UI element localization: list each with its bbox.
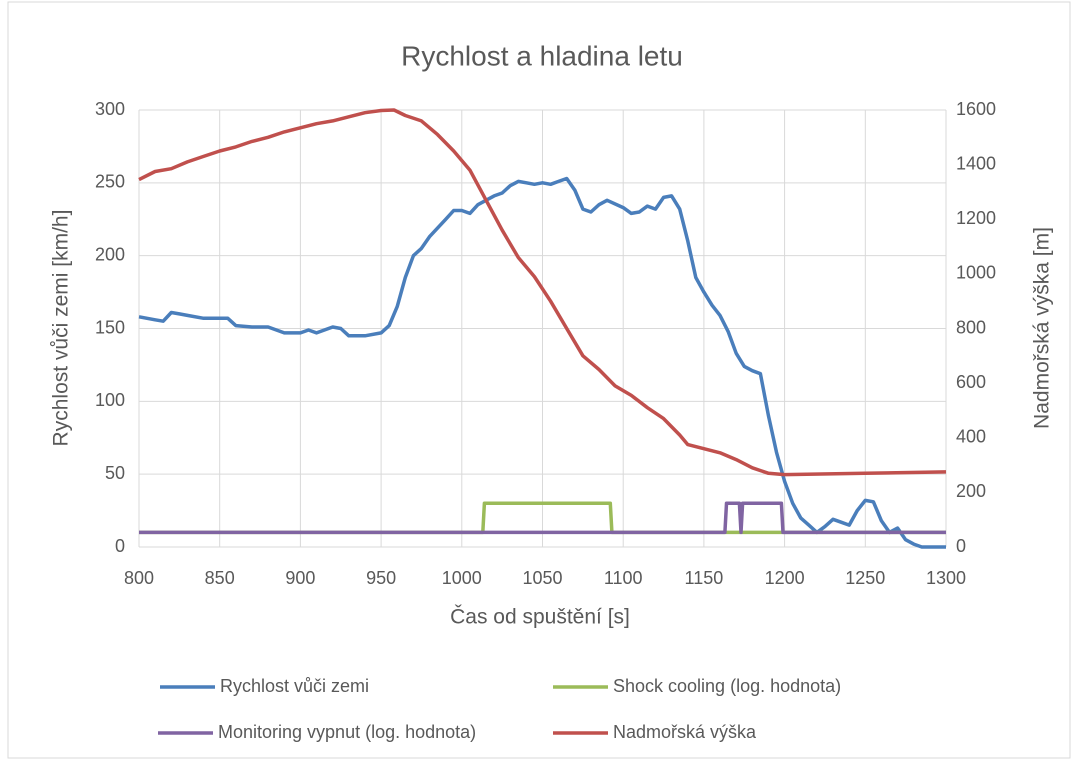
- chart-title: Rychlost a hladina letu: [401, 40, 683, 71]
- chart-area: [7, 1, 1071, 759]
- y-tick-label: 200: [95, 244, 125, 264]
- y2-tick-label: 1400: [956, 153, 996, 173]
- y2-tick-label: 200: [956, 481, 986, 501]
- legend-label: Shock cooling (log. hodnota): [613, 676, 841, 696]
- y2-tick-label: 600: [956, 372, 986, 392]
- y2-tick-label: 1000: [956, 263, 996, 283]
- x-tick-label: 1150: [685, 568, 724, 588]
- series-line: [139, 501, 946, 535]
- y-tick-label: 250: [95, 172, 125, 192]
- x-tick-label: 850: [205, 568, 235, 588]
- y2-tick-label: 800: [956, 317, 986, 337]
- x-tick-label: 800: [124, 568, 154, 588]
- y2-tick-label: 400: [956, 427, 986, 447]
- legend-label: Monitoring vypnut (log. hodnota): [218, 722, 476, 742]
- x-tick-label: 950: [366, 568, 396, 588]
- y-tick-label: 300: [95, 99, 125, 119]
- y-axis-title: Rychlost vůči zemi [km/h]: [50, 210, 73, 447]
- x-tick-label: 1000: [442, 568, 482, 588]
- x-tick-label: 1300: [926, 568, 966, 588]
- y2-axis-title: Nadmořská výška [m]: [1031, 227, 1054, 429]
- y2-tick-label: 1200: [956, 208, 996, 228]
- x-tick-label: 1050: [522, 568, 562, 588]
- x-tick-label: 1200: [765, 568, 805, 588]
- y-tick-label: 150: [95, 317, 125, 337]
- x-tick-label: 1100: [604, 568, 643, 588]
- x-tick-label: 900: [285, 568, 315, 588]
- legend-label: Rychlost vůči zemi: [220, 676, 369, 696]
- x-tick-label: 1250: [845, 568, 885, 588]
- x-axis-title: Čas od spuštění [s]: [450, 606, 630, 629]
- y-tick-label: 0: [115, 536, 125, 556]
- series-line: [138, 108, 947, 477]
- y2-tick-label: 1600: [956, 99, 996, 119]
- y2-tick-label: 0: [956, 536, 966, 556]
- legend-label: Nadmořská výška: [613, 722, 757, 742]
- y-tick-label: 50: [105, 463, 125, 483]
- y-tick-label: 100: [95, 390, 125, 410]
